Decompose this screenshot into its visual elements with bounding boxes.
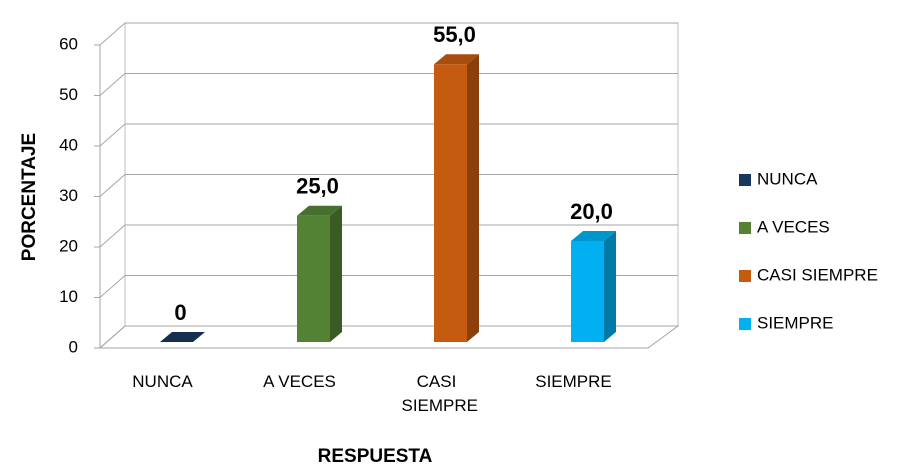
value-label: 55,0: [433, 22, 476, 47]
bar-top: [571, 231, 616, 241]
bar-front: [571, 241, 604, 342]
bar-side: [467, 54, 479, 342]
legend-swatch: [739, 222, 751, 234]
bar-top: [434, 54, 479, 65]
legend-label: CASI SIEMPRE: [757, 265, 878, 284]
legend-label: SIEMPRE: [757, 313, 834, 332]
x-axis-title: RESPUESTA: [318, 446, 433, 467]
grid-line: [99, 22, 126, 46]
value-label: 25,0: [296, 174, 339, 199]
y-tick-label: 60: [59, 34, 78, 53]
legend-label: A VECES: [757, 217, 830, 236]
legend-swatch: [739, 318, 751, 330]
value-label: 20,0: [570, 199, 613, 224]
y-tick-label: 10: [59, 287, 78, 306]
y-tick-label: 50: [59, 85, 78, 104]
legend-label: NUNCA: [757, 169, 818, 188]
grid-line: [99, 123, 126, 147]
grid-line: [99, 73, 126, 96]
legend-swatch: [739, 270, 751, 282]
bar-top: [160, 332, 205, 342]
grid-line: [99, 174, 126, 197]
y-tick-label: 0: [69, 337, 78, 356]
x-tick-label: NUNCA: [132, 372, 193, 391]
legend-swatch: [739, 174, 751, 186]
bar-side: [330, 205, 342, 342]
y-tick-label: 30: [59, 186, 78, 205]
x-tick-label: A VECES: [263, 372, 336, 391]
y-tick-label: 20: [59, 236, 78, 255]
y-axis-title: PORCENTAJE: [19, 133, 40, 261]
bar-side: [604, 231, 616, 342]
bar-front: [297, 215, 330, 342]
bar-top: [297, 205, 342, 216]
y-tick-label: 40: [59, 135, 78, 154]
grid-line: [99, 275, 126, 298]
x-tick-label: CASI SIEMPRE: [401, 372, 479, 415]
value-label: 0: [174, 300, 186, 325]
grid-line: [99, 224, 126, 248]
x-tick-label: SIEMPRE: [535, 372, 612, 391]
grid-line: [99, 325, 126, 349]
bar-front: [434, 64, 467, 342]
